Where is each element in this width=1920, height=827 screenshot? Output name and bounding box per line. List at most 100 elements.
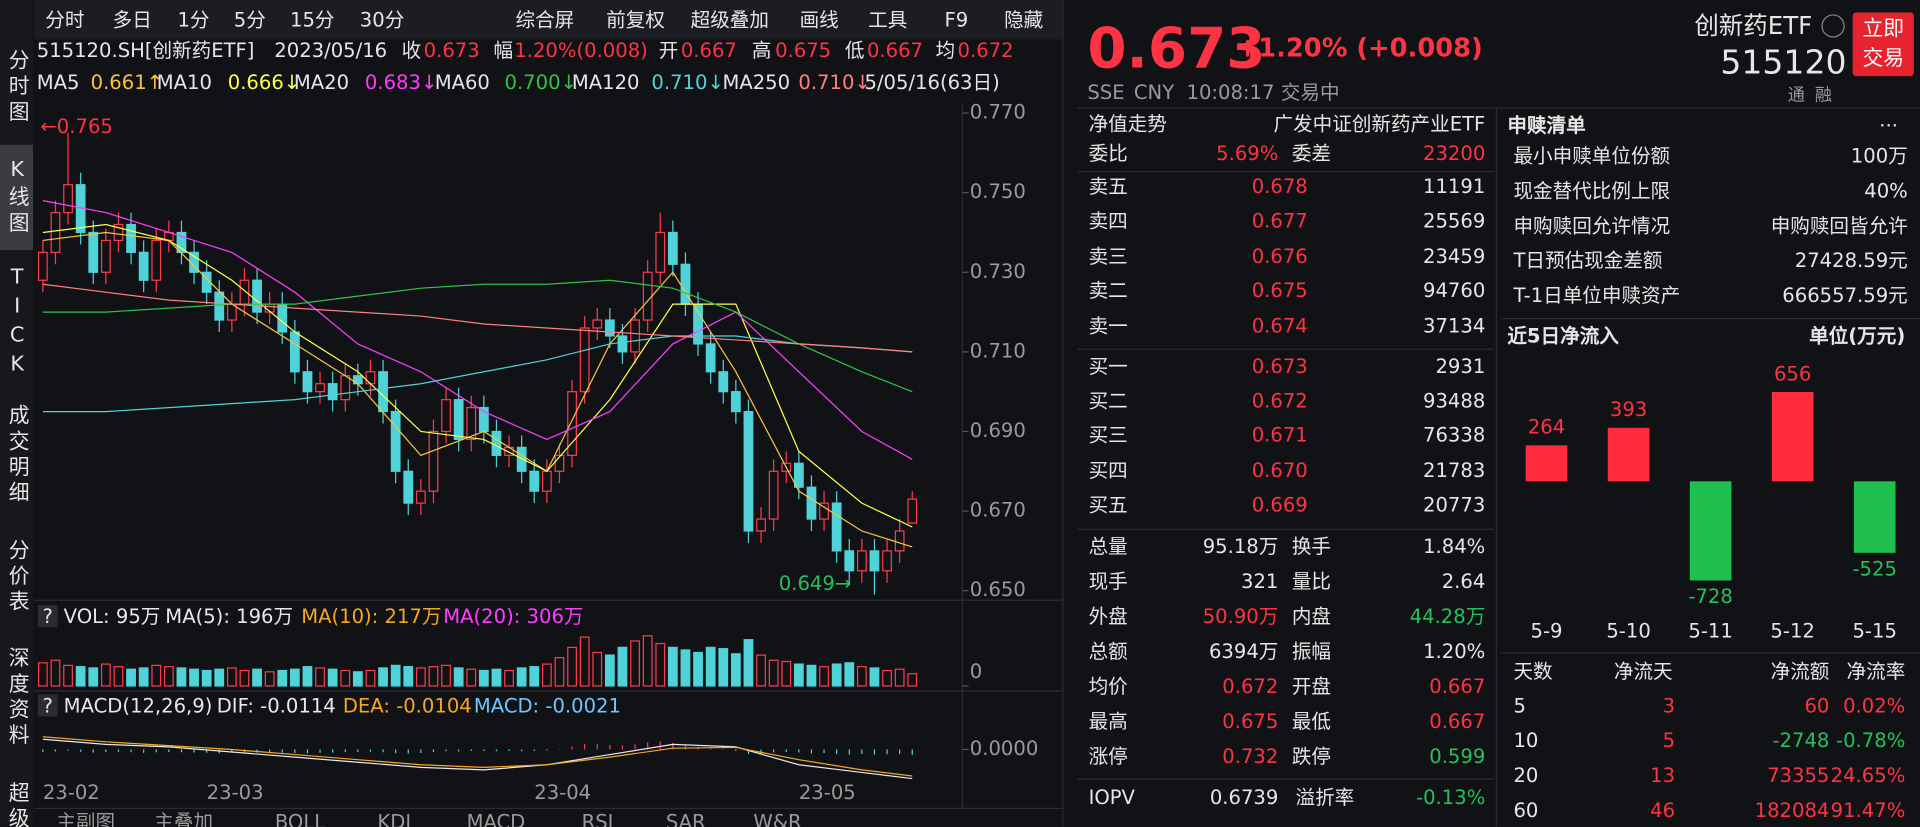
value-label: 264 (1528, 416, 1565, 439)
candle-body (315, 383, 325, 393)
sidebar-tab[interactable]: 超级 (5, 781, 29, 827)
toolbar-button[interactable]: F9 (944, 9, 968, 32)
volume-bar (579, 636, 590, 687)
inflow-bar (1771, 391, 1814, 482)
sidebar-tab[interactable]: K线图 (5, 157, 29, 237)
badge: 通 (1788, 86, 1805, 106)
volume-bar (415, 667, 426, 687)
volume-bar (617, 646, 628, 687)
indicator-tab[interactable]: 主叠加 (154, 811, 213, 827)
volume-bar (189, 668, 199, 687)
stat-key: 最低 (1292, 710, 1331, 733)
toolbar-button[interactable]: 1分 (177, 9, 209, 32)
indicator-tab[interactable]: 主副图 (56, 811, 115, 827)
volume-bar (50, 659, 61, 687)
stat-value: 0.599 (1429, 745, 1485, 768)
sidebar-tab[interactable]: 分时图 (5, 49, 29, 126)
level-price: 0.670 (1252, 459, 1308, 482)
y-tick-label: 0.730 (970, 260, 1026, 283)
price: 0.673 (1087, 16, 1265, 81)
volume-bar (176, 667, 187, 687)
stat-value: -0.13% (1416, 786, 1485, 809)
toolbar-button[interactable]: 分时 (45, 9, 84, 32)
toolbar-button[interactable]: 隐藏 (1004, 9, 1043, 32)
toolbar-button[interactable]: 超级叠加 (691, 9, 769, 32)
info-icon[interactable] (1821, 14, 1845, 38)
volume-bar (163, 666, 174, 687)
volume-bar (441, 664, 451, 687)
indicator-tab[interactable]: KDJ (377, 811, 411, 827)
etf-key: 最小申赎单位份额 (1513, 144, 1670, 167)
toolbar-button[interactable]: 15分 (290, 9, 335, 32)
indicator-tab[interactable]: MACD (467, 811, 526, 827)
y-tick-label: 0.710 (970, 339, 1026, 362)
more[interactable]: ··· (1879, 114, 1898, 137)
sidebar-tab[interactable]: 成交明细 (5, 404, 29, 507)
toolbar-button[interactable]: 多日 (113, 9, 152, 32)
fund-name: 广发中证创新药产业ETF (1274, 113, 1486, 136)
candle-body (844, 550, 855, 572)
sidebar-tab[interactable]: 深度资料 (5, 647, 29, 750)
trade-button-label[interactable]: 立即交易 (1862, 17, 1905, 72)
value-label: 656 (1774, 362, 1811, 385)
candle-body (831, 502, 842, 552)
stat-key: 跌停 (1292, 745, 1331, 768)
table-cell: 60 (1513, 799, 1538, 822)
trade-button-bg[interactable] (1852, 12, 1914, 77)
indicator-tab[interactable]: SAR (666, 811, 706, 827)
indicator-tab[interactable]: W&R (753, 811, 802, 827)
candle-body (252, 279, 262, 313)
toolbar-button[interactable]: 工具 (868, 9, 907, 32)
x-tick-label: 23-02 (43, 781, 100, 804)
status: 交易中 (1281, 81, 1340, 104)
candle-body (894, 530, 905, 552)
volume-bar (478, 669, 489, 687)
info-key: 低 (845, 39, 865, 62)
volume-bar (390, 664, 401, 687)
x-tick-label: 5-15 (1852, 620, 1896, 643)
trade-button[interactable]: 立即交易 (1853, 15, 1914, 76)
legend-label: MA(20): 306万 (443, 605, 583, 628)
help-icon[interactable] (37, 694, 58, 717)
legend-value: 0.710↓ (798, 71, 870, 94)
volume-bar (403, 666, 414, 687)
security: 515120.SH[创新药ETF] (37, 39, 255, 62)
etf-key: 现金替代比例上限 (1513, 179, 1670, 202)
x-tick-label: 23-03 (207, 781, 264, 804)
etf-value: 40% (1864, 179, 1908, 202)
candle-body (37, 251, 48, 281)
level-price: 0.674 (1252, 315, 1308, 338)
candle-body (466, 406, 477, 441)
legend-name: MA10 (157, 71, 212, 94)
sidebar-tab[interactable]: TICK (5, 265, 29, 381)
toolbar-button[interactable]: 画线 (800, 9, 839, 32)
volume-bar (126, 668, 136, 687)
sidebar-tab[interactable]: 分价表 (5, 539, 29, 616)
volume-bar (693, 651, 703, 687)
max-annotation: ←0.765 (40, 115, 112, 138)
volume-bar (252, 668, 262, 687)
volume-bar (793, 663, 804, 687)
stat-value: 0.667 (1429, 710, 1485, 733)
change: +1.20% (+0.008) (1237, 34, 1483, 64)
stat-value: 95.18万 (1203, 535, 1279, 558)
toolbar-button[interactable]: 5分 (234, 9, 266, 32)
volume-bar (680, 649, 691, 687)
level-volume: 37134 (1423, 315, 1485, 338)
stock-name: 创新药ETF (1694, 11, 1812, 40)
help-icon[interactable] (37, 605, 58, 628)
toolbar-button[interactable]: 前复权 (606, 9, 665, 32)
indicator-tab[interactable]: BOLL (275, 811, 325, 827)
macd-line (42, 736, 913, 777)
legend-value: 0.666↓ (228, 71, 300, 94)
indicator-tab[interactable]: RSI (582, 811, 614, 827)
table-header: 净流天 (1614, 660, 1673, 683)
toolbar-button[interactable]: 30分 (360, 9, 405, 32)
legend-value: 0.710↓ (651, 71, 723, 94)
tab[interactable]: 净值走势 (1089, 113, 1167, 136)
toolbar-bg (34, 0, 1063, 40)
legend-label: MA(10): 217万 (301, 605, 441, 628)
y-tick-label: 0.750 (970, 180, 1026, 203)
etf-value: 27428.59元 (1795, 249, 1908, 272)
toolbar-button[interactable]: 综合屏 (516, 9, 575, 32)
